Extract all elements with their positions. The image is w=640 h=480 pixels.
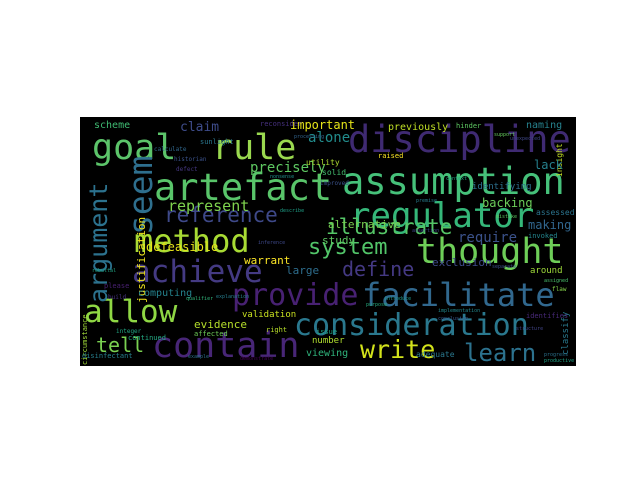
word-calculate: calculate	[154, 146, 187, 153]
word-please: please	[104, 282, 130, 290]
word-defect: defect	[176, 166, 198, 173]
word-premise: premise	[416, 198, 438, 204]
word-invoked: invoked	[528, 232, 558, 240]
word-facilitate: facilitate	[362, 276, 555, 314]
word-require: require	[458, 230, 518, 246]
word-separate: separate	[492, 264, 517, 270]
word-rebuttal: rebuttal	[92, 268, 117, 274]
word-mistake: mistake	[496, 214, 518, 220]
word-identifies: identifies	[526, 312, 569, 320]
word-provide: provide	[232, 278, 359, 313]
word-productive: productive	[544, 358, 575, 364]
word-system: system	[308, 235, 388, 260]
word-purpose: purpose	[366, 302, 388, 308]
word-naming: naming	[526, 120, 563, 131]
word-disinfectant: disinfectant	[82, 352, 133, 360]
word-processing: processing	[294, 134, 325, 140]
word-previously: previously	[388, 122, 449, 133]
word-cloud: discipline goal rule assumption artefact…	[80, 117, 576, 366]
word-thought: thought	[416, 232, 564, 272]
word-alternative: alternative	[328, 218, 401, 231]
word-sunlight: sunlight	[200, 138, 234, 146]
word-flaw: flaw	[552, 286, 567, 293]
word-solid: solid	[322, 168, 347, 177]
word-alone: alone	[308, 130, 351, 146]
word-making: making	[528, 218, 572, 232]
word-qualifier: qualifier	[186, 296, 214, 302]
word-hinder: hinder	[456, 122, 482, 130]
word-important: important	[290, 118, 356, 132]
word-integer: integer	[116, 328, 142, 335]
word-allow: allow	[84, 294, 178, 330]
word-affected: affected	[194, 330, 228, 338]
word-reconsider: reconsider	[260, 120, 303, 128]
word-introduce: introduce	[384, 296, 412, 302]
word-implementation: implementation	[438, 308, 481, 314]
word-large: large	[286, 264, 320, 277]
word-learn: learn	[464, 339, 537, 366]
word-rule: rule	[212, 128, 297, 168]
word-explanation: explanation	[216, 294, 250, 300]
word-context: context	[446, 176, 468, 182]
word-reference: reference	[164, 203, 278, 227]
word-unexpected: unexpected	[510, 136, 541, 142]
word-number: number	[312, 336, 345, 346]
word-progress: progress	[544, 352, 569, 358]
word-support: support	[494, 132, 516, 138]
word-right: right	[266, 326, 288, 334]
word-example: example	[188, 354, 210, 360]
word-build: build	[108, 294, 127, 301]
word-around: around	[530, 266, 563, 276]
word-assigned: assigned	[544, 278, 569, 284]
word-issue: issue	[316, 328, 338, 336]
word-validation: validation	[242, 310, 297, 320]
word-inference: inference	[258, 240, 286, 246]
word-computing: computing	[138, 288, 193, 299]
word-structure: structure	[516, 326, 544, 332]
word-method: method	[134, 222, 250, 260]
word-claim: claim	[180, 120, 220, 135]
word-warrant: warrant	[244, 254, 291, 267]
word-describe: describe	[280, 208, 305, 214]
word-assertion: assertion	[412, 228, 440, 234]
word-identifying: identifying	[472, 182, 532, 192]
word-consideration: consideration	[294, 308, 529, 343]
word-utility: utility	[306, 158, 340, 167]
word-precisely: precisely	[250, 160, 326, 176]
word-represent: represent	[168, 197, 250, 215]
word-goal: goal	[92, 128, 177, 168]
word-defeasible: defeasible	[146, 240, 219, 254]
word-study: study	[322, 234, 356, 247]
word-continued: continued	[128, 334, 166, 342]
word-evidence: evidence	[194, 318, 247, 331]
word-viewing: viewing	[306, 348, 349, 359]
word-tell: tell	[96, 333, 145, 357]
word-lack: lack	[534, 158, 563, 172]
word-conclusion: conclusion	[438, 316, 469, 322]
word-define: define	[342, 257, 415, 281]
word-contain: contain	[152, 326, 300, 366]
word-assumption: assumption	[342, 160, 565, 203]
word-regulator: regulator	[350, 196, 535, 236]
word-improved: improved	[320, 180, 349, 187]
word-achieve: achieve	[132, 254, 263, 290]
word-write: write	[360, 335, 436, 364]
word-scheme: scheme	[94, 120, 131, 131]
word-demonstrate: demonstrate	[240, 356, 274, 362]
word-exclusion: exclusion	[432, 256, 492, 269]
word-adequate: adequate	[416, 350, 455, 359]
word-assessed: assessed	[536, 208, 575, 217]
word-historian: historian	[174, 156, 207, 163]
word-discipline: discipline	[348, 118, 571, 161]
word-raised: raised	[378, 152, 404, 160]
word-nonsense: nonsense	[270, 174, 295, 180]
word-artefact: artefact	[154, 166, 333, 209]
word-backing: backing	[482, 196, 533, 210]
word-illustrate: illustrate	[326, 215, 453, 239]
